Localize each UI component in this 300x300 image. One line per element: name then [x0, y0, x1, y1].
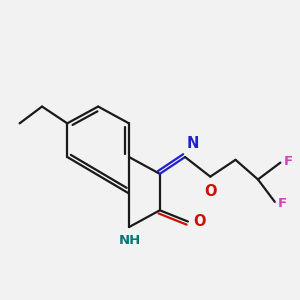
Text: O: O — [193, 214, 206, 229]
Text: F: F — [284, 155, 293, 168]
Text: O: O — [204, 184, 217, 200]
Text: NH: NH — [119, 234, 142, 247]
Text: N: N — [187, 136, 199, 152]
Text: F: F — [278, 197, 287, 210]
